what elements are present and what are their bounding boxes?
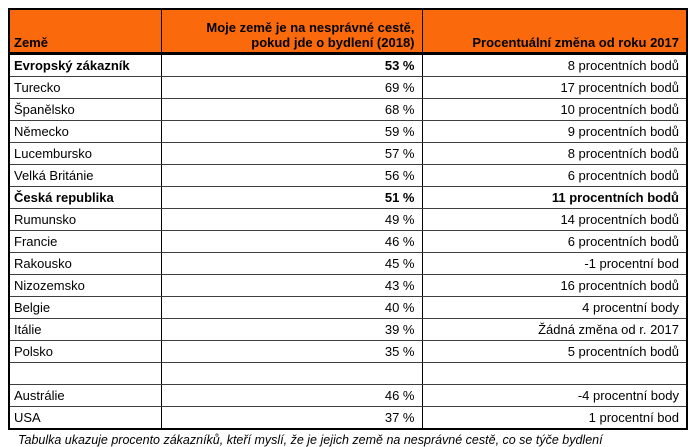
change-cell: 1 procentní bod — [421, 406, 688, 430]
country-cell: Španělsko — [8, 98, 162, 121]
change-cell: 8 procentních bodů — [421, 53, 688, 77]
housing-survey-table: Země Moje země je na nesprávné cestě, po… — [8, 8, 688, 430]
change-cell: 14 procentních bodů — [421, 208, 688, 231]
table-row: Rumunsko 49 % 14 procentních bodů — [8, 208, 688, 231]
country-cell: Polsko — [8, 340, 162, 363]
table-row: Rakousko 45 % -1 procentní bod — [8, 252, 688, 275]
table-row: Austrálie 46 % -4 procentní body — [8, 384, 688, 407]
table-row: Turecko 69 % 17 procentních bodů — [8, 76, 688, 99]
country-cell: Rumunsko — [8, 208, 162, 231]
table-row: Německo 59 % 9 procentních bodů — [8, 120, 688, 143]
value-cell: 43 % — [160, 274, 423, 297]
table-row: Česká republika 51 % 11 procentních bodů — [8, 186, 688, 209]
value-cell: 37 % — [160, 406, 423, 430]
value-cell — [160, 362, 423, 385]
table-row: Francie 46 % 6 procentních bodů — [8, 230, 688, 253]
table-row: Itálie 39 % Žádná změna od r. 2017 — [8, 318, 688, 341]
value-cell: 39 % — [160, 318, 423, 341]
change-cell: 9 procentních bodů — [421, 120, 688, 143]
change-cell: 5 procentních bodů — [421, 340, 688, 363]
country-cell: Rakousko — [8, 252, 162, 275]
col-header-country-label: Země — [14, 35, 48, 50]
change-cell — [421, 362, 688, 385]
col-header-value-2018: Moje země je na nesprávné cestě, pokud j… — [160, 9, 423, 55]
table-row: Polsko 35 % 5 procentních bodů — [8, 340, 688, 363]
value-cell: 49 % — [160, 208, 423, 231]
value-cell: 51 % — [160, 186, 423, 209]
change-cell: 4 procentní body — [421, 296, 688, 319]
value-cell: 46 % — [160, 384, 423, 407]
change-cell: -4 procentní body — [421, 384, 688, 407]
housing-survey-table-container: Země Moje země je na nesprávné cestě, po… — [8, 8, 688, 447]
table-row — [8, 362, 688, 385]
change-cell: Žádná změna od r. 2017 — [421, 318, 688, 341]
table-caption: Tabulka ukazuje procento zákazníků, kteř… — [18, 433, 603, 447]
change-cell: 6 procentních bodů — [421, 230, 688, 253]
country-cell: Německo — [8, 120, 162, 143]
country-cell: Nizozemsko — [8, 274, 162, 297]
change-cell: 17 procentních bodů — [421, 76, 688, 99]
col-header-country: Země — [8, 9, 162, 55]
value-cell: 68 % — [160, 98, 423, 121]
country-cell: USA — [8, 406, 162, 430]
value-cell: 40 % — [160, 296, 423, 319]
table-row: Velká Británie 56 % 6 procentních bodů — [8, 164, 688, 187]
value-cell: 56 % — [160, 164, 423, 187]
table-row: USA 37 % 1 procentní bod — [8, 406, 688, 430]
table-row: Španělsko 68 % 10 procentních bodů — [8, 98, 688, 121]
country-cell — [8, 362, 162, 385]
header-row: Země Moje země je na nesprávné cestě, po… — [8, 9, 688, 55]
value-cell: 57 % — [160, 142, 423, 165]
change-cell: 11 procentních bodů — [421, 186, 688, 209]
change-cell: 10 procentních bodů — [421, 98, 688, 121]
col-header-value-line2: pokud jde o bydlení (2018) — [251, 35, 415, 50]
table-row: Nizozemsko 43 % 16 procentních bodů — [8, 274, 688, 297]
country-cell: Austrálie — [8, 384, 162, 407]
table-row: Belgie 40 % 4 procentní body — [8, 296, 688, 319]
value-cell: 35 % — [160, 340, 423, 363]
value-cell: 46 % — [160, 230, 423, 253]
change-cell: 6 procentních bodů — [421, 164, 688, 187]
value-cell: 45 % — [160, 252, 423, 275]
country-cell: Francie — [8, 230, 162, 253]
value-cell: 69 % — [160, 76, 423, 99]
col-header-value-line1: Moje země je na nesprávné cestě, — [206, 20, 415, 35]
col-header-change-label: Procentuální změna od roku 2017 — [472, 35, 679, 50]
value-cell: 53 % — [160, 53, 423, 77]
value-cell: 59 % — [160, 120, 423, 143]
table-row: Lucembursko 57 % 8 procentních bodů — [8, 142, 688, 165]
country-cell: Česká republika — [8, 186, 162, 209]
table-row: Evropský zákazník 53 % 8 procentních bodů — [8, 53, 688, 77]
col-header-change-2017: Procentuální změna od roku 2017 — [421, 9, 688, 55]
country-cell: Evropský zákazník — [8, 53, 162, 77]
country-cell: Belgie — [8, 296, 162, 319]
country-cell: Velká Británie — [8, 164, 162, 187]
country-cell: Lucembursko — [8, 142, 162, 165]
country-cell: Turecko — [8, 76, 162, 99]
country-cell: Itálie — [8, 318, 162, 341]
change-cell: -1 procentní bod — [421, 252, 688, 275]
change-cell: 16 procentních bodů — [421, 274, 688, 297]
change-cell: 8 procentních bodů — [421, 142, 688, 165]
